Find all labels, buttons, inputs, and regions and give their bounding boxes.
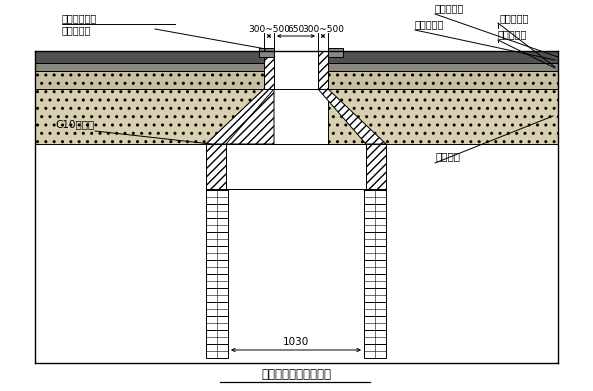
Bar xyxy=(364,190,386,204)
Text: 道路表面层: 道路表面层 xyxy=(435,3,464,13)
Bar xyxy=(318,51,328,89)
Bar xyxy=(206,330,228,344)
Text: 黑色混凝土: 黑色混凝土 xyxy=(62,25,91,35)
Bar xyxy=(364,302,386,316)
Text: 300~500: 300~500 xyxy=(248,25,290,34)
Text: 沥青混凝土: 沥青混凝土 xyxy=(498,29,527,39)
Bar xyxy=(226,144,366,189)
Bar xyxy=(206,189,228,190)
Text: 道路底面层: 道路底面层 xyxy=(500,13,530,23)
Bar xyxy=(206,246,228,260)
Bar xyxy=(364,274,386,288)
Bar xyxy=(364,204,386,218)
Bar xyxy=(206,260,228,274)
Bar xyxy=(364,260,386,274)
Bar xyxy=(206,288,228,302)
Bar xyxy=(206,302,228,316)
Bar xyxy=(206,232,228,246)
Bar xyxy=(206,344,228,358)
Bar xyxy=(364,288,386,302)
Bar xyxy=(328,71,558,89)
Bar xyxy=(364,218,386,232)
Bar xyxy=(35,71,264,89)
Bar xyxy=(206,190,228,204)
Text: 道路基层: 道路基层 xyxy=(435,151,460,161)
Text: 650: 650 xyxy=(288,25,305,34)
Bar xyxy=(328,48,343,57)
Polygon shape xyxy=(206,89,274,144)
Bar xyxy=(264,51,274,89)
Text: C10混凝土: C10混凝土 xyxy=(55,119,94,129)
Text: 超早强钢纤维: 超早强钢纤维 xyxy=(62,13,97,23)
Polygon shape xyxy=(206,89,274,144)
Bar xyxy=(35,51,558,63)
Bar xyxy=(259,48,274,57)
Text: 1030: 1030 xyxy=(283,337,309,347)
Bar xyxy=(35,63,558,71)
Bar xyxy=(366,144,386,189)
Bar xyxy=(364,189,386,190)
Bar xyxy=(206,204,228,218)
Bar xyxy=(364,344,386,358)
Polygon shape xyxy=(318,89,386,144)
Bar xyxy=(206,316,228,330)
Bar xyxy=(206,144,226,189)
Bar xyxy=(274,51,318,89)
Bar xyxy=(206,274,228,288)
Bar xyxy=(364,246,386,260)
Text: 沥青混凝土: 沥青混凝土 xyxy=(415,19,444,29)
Bar xyxy=(328,89,558,144)
Bar xyxy=(364,330,386,344)
Text: 提升检查井里面示意图: 提升检查井里面示意图 xyxy=(261,368,331,381)
Bar xyxy=(35,89,264,144)
Bar xyxy=(206,218,228,232)
Bar xyxy=(364,316,386,330)
Bar xyxy=(364,232,386,246)
Text: 300~500: 300~500 xyxy=(302,25,344,34)
